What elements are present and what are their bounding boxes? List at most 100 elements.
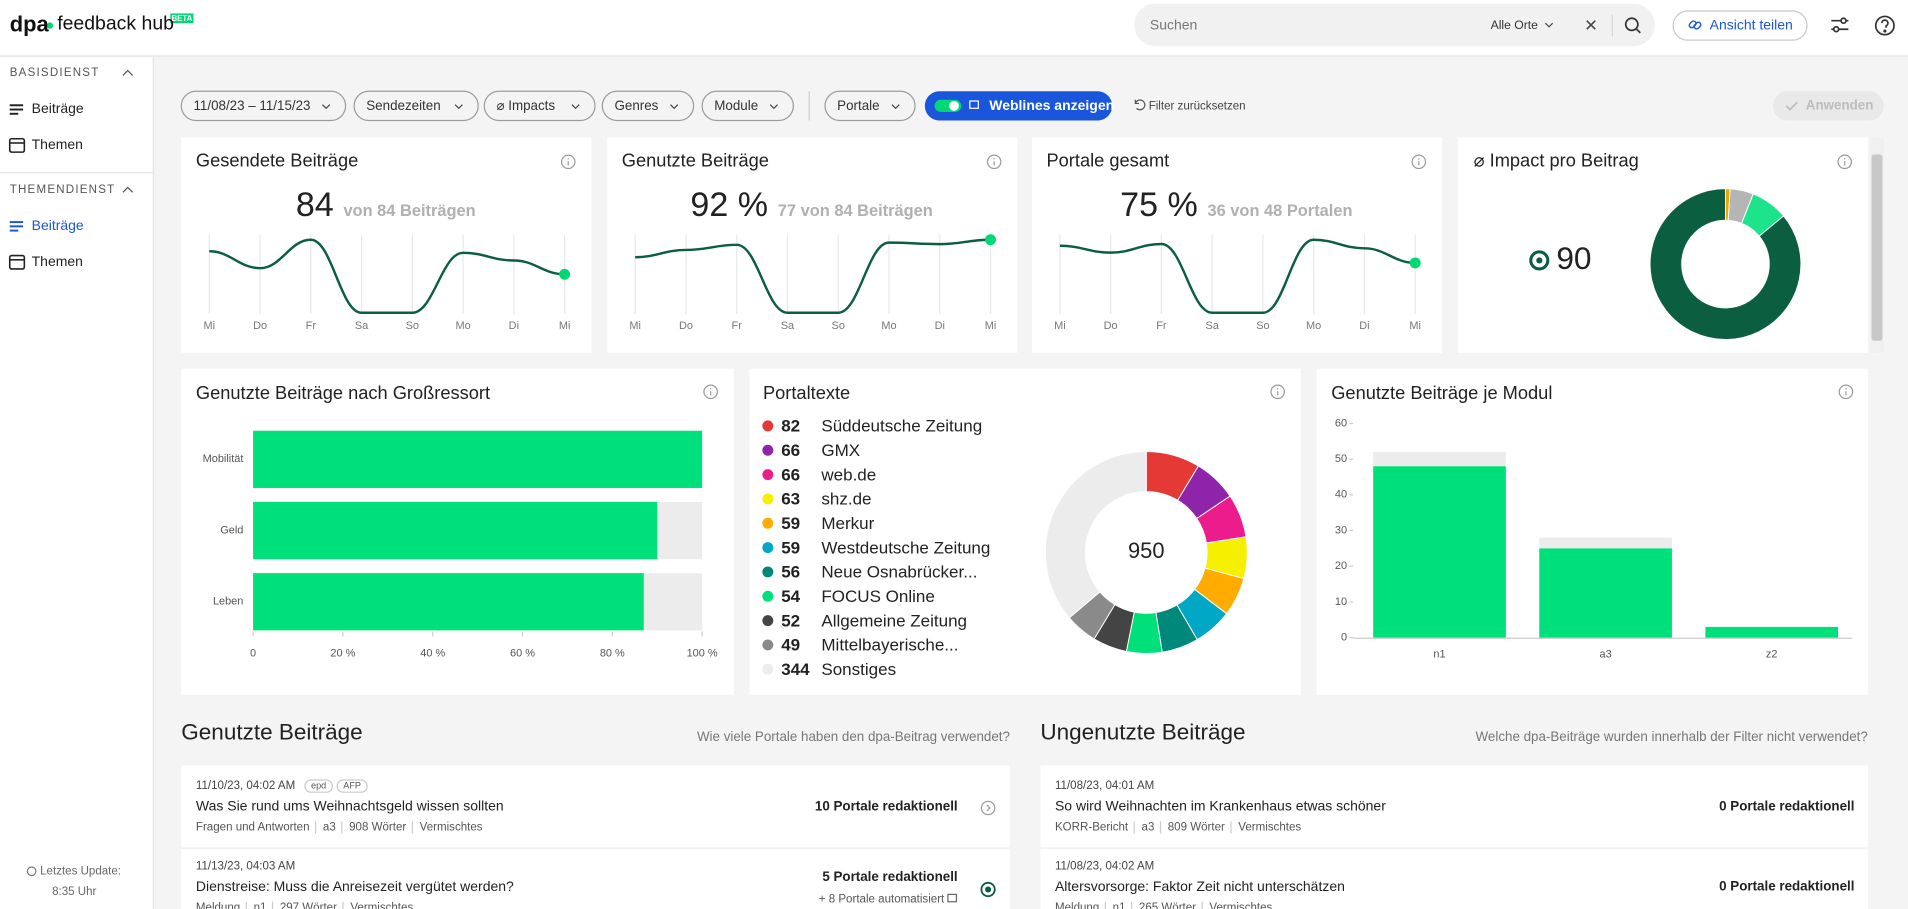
nav-item[interactable]: Beiträge <box>32 100 84 116</box>
help-icon[interactable] <box>1874 15 1895 36</box>
legend-value: 52 <box>781 611 800 630</box>
article-meta: 297 Wörter <box>280 902 337 909</box>
location-caret[interactable] <box>1544 22 1554 28</box>
article-meta: Fragen und Antworten <box>196 822 310 834</box>
article-meta: Meldung <box>1055 902 1099 909</box>
filter-label[interactable]: Sendezeiten <box>366 98 440 113</box>
filter-dropdown[interactable] <box>483 90 596 122</box>
article-title[interactable]: Was Sie rund ums Weihnachtsgeld wissen s… <box>196 797 504 813</box>
status-icon <box>980 800 996 816</box>
clock-icon <box>26 866 37 877</box>
card-title: Portaltexte <box>763 382 850 403</box>
legend-dot <box>762 663 774 675</box>
nav-item[interactable]: Beiträge <box>32 217 84 233</box>
filter-dropdown[interactable] <box>701 90 794 122</box>
tag-label: AFP <box>343 780 361 790</box>
card-title: Genutzte Beiträge je Modul <box>1331 382 1552 403</box>
tag <box>336 779 368 793</box>
collapse-caret[interactable] <box>122 186 134 193</box>
info-icon[interactable] <box>560 154 576 170</box>
card-title: ⌀ Impact pro Beitrag <box>1474 150 1639 171</box>
day-label: Do <box>679 320 693 332</box>
card <box>607 137 1018 353</box>
article-date: 11/13/23, 04:03 AM <box>196 860 295 872</box>
legend-value: 344 <box>781 660 810 679</box>
dropdown-caret <box>769 104 778 110</box>
y-tick-label: 0 <box>1341 632 1347 644</box>
collapse-caret[interactable] <box>122 69 134 76</box>
article-meta: a3 <box>1142 822 1155 834</box>
logo: dpa <box>10 11 50 36</box>
filter-dropdown[interactable] <box>353 90 479 122</box>
section-question: Wie viele Portale haben den dpa-Beitrag … <box>697 729 1010 744</box>
filter-label[interactable]: Module <box>714 98 758 113</box>
legend-dot <box>762 469 774 481</box>
impact-icon <box>1529 250 1550 271</box>
reset-label[interactable]: Filter zurücksetzen <box>1149 101 1246 113</box>
info-icon[interactable] <box>1270 384 1285 400</box>
info-icon[interactable] <box>986 154 1002 170</box>
portal-count: 0 Portale redaktionell <box>1719 798 1854 813</box>
bar <box>1373 466 1506 638</box>
calendar-icon <box>8 137 26 153</box>
card-title: Genutzte Beiträge nach Großressort <box>196 382 490 403</box>
calendar-icon <box>8 254 26 270</box>
sparkline <box>635 238 991 314</box>
article-title[interactable]: Altersvorsorge: Faktor Zeit nicht unters… <box>1055 878 1345 894</box>
status-icon <box>985 886 992 893</box>
legend-value: 49 <box>781 636 800 655</box>
x-tick-label: 80 % <box>600 647 625 659</box>
search-icon[interactable] <box>1624 17 1641 34</box>
location-select[interactable]: Alle Orte <box>1491 18 1539 32</box>
sparkline <box>209 238 565 314</box>
weblines-toggle[interactable] <box>924 91 1113 121</box>
apply-label[interactable]: Anwenden <box>1806 97 1874 112</box>
toggle-label[interactable]: Weblines anzeigen <box>989 97 1114 113</box>
sidebar <box>0 57 154 909</box>
reset-icon[interactable] <box>1134 99 1146 111</box>
filter-dropdown[interactable] <box>824 90 916 122</box>
clear-icon[interactable] <box>1586 20 1596 30</box>
filter-dropdown[interactable] <box>180 90 347 122</box>
article-title[interactable]: So wird Weihnachten im Krankenhaus etwas… <box>1055 797 1386 813</box>
day-label: Di <box>1359 320 1369 332</box>
status-icon <box>986 804 991 812</box>
info-icon[interactable] <box>1838 384 1854 400</box>
share-button[interactable] <box>1672 10 1808 41</box>
legend-value: 82 <box>781 417 800 436</box>
filter-label[interactable]: Genres <box>615 98 659 113</box>
x-tick-label: 20 % <box>330 647 355 659</box>
section-title: THEMENDIENST <box>10 184 116 196</box>
filter-label[interactable]: Portale <box>837 98 879 113</box>
nav-item[interactable]: Themen <box>32 136 83 152</box>
toggle-knob[interactable] <box>949 101 959 111</box>
settings-icon[interactable] <box>1831 17 1849 33</box>
nav-item[interactable]: Themen <box>32 253 83 269</box>
legend-name: FOCUS Online <box>821 587 934 606</box>
legend-value: 59 <box>781 538 800 557</box>
article-meta: Vermischtes <box>1209 902 1272 909</box>
bar <box>1705 626 1839 638</box>
filter-label[interactable]: ⌀ Impacts <box>496 98 555 113</box>
bar <box>253 573 644 631</box>
info-icon <box>1845 388 1847 390</box>
filter-label[interactable]: 11/08/23 – 11/15/23 <box>193 98 310 113</box>
info-icon[interactable] <box>703 384 718 400</box>
search-box[interactable] <box>1134 3 1655 47</box>
info-icon[interactable] <box>1411 154 1427 170</box>
y-tick-label: 50 <box>1335 453 1347 465</box>
day-label: Sa <box>355 320 369 332</box>
article-title[interactable]: Dienstreise: Muss die Anreisezeit vergüt… <box>196 878 514 894</box>
info-icon[interactable] <box>1837 154 1853 170</box>
article-meta: Vermischtes <box>350 902 413 909</box>
share-label[interactable]: Ansicht teilen <box>1710 16 1793 32</box>
day-label: Mo <box>881 320 896 332</box>
scrollbar-thumb[interactable] <box>1871 154 1883 341</box>
search-placeholder[interactable]: Suchen <box>1150 16 1197 32</box>
tag-label: epd <box>311 780 326 790</box>
day-label: Fr <box>1156 320 1167 332</box>
article-meta: 908 Wörter <box>349 822 406 834</box>
section-title: BASISDIENST <box>10 67 100 79</box>
apply-button[interactable] <box>1772 91 1884 121</box>
filter-dropdown[interactable] <box>601 90 695 122</box>
